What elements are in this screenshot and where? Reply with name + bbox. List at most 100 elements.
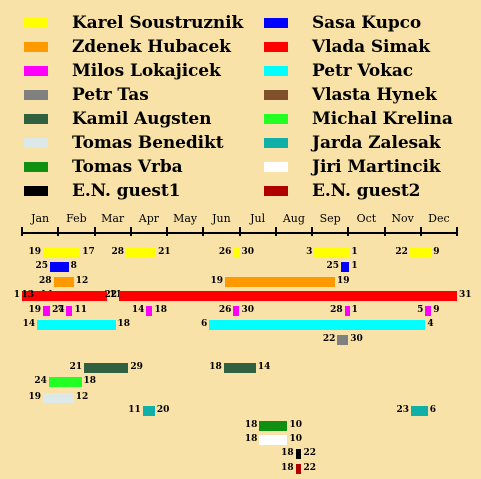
end-day-label: 10 bbox=[289, 420, 302, 430]
legend-swatch bbox=[264, 42, 288, 52]
end-day-label: 6 bbox=[429, 405, 437, 415]
month-tick bbox=[274, 227, 277, 236]
month-label: Apr bbox=[138, 212, 159, 225]
absence-bar bbox=[225, 277, 335, 287]
start-day-label: 3 bbox=[306, 247, 313, 257]
month-label: Sep bbox=[319, 212, 341, 225]
end-day-label: 17 bbox=[82, 247, 95, 257]
start-day-label: 18 bbox=[244, 420, 258, 430]
legend-name: Zdenek Hubacek bbox=[72, 37, 231, 57]
legend-name: Petr Vokac bbox=[312, 61, 413, 81]
month-tick bbox=[238, 227, 241, 236]
month-label: Jan bbox=[31, 212, 50, 225]
end-day-label: 11 bbox=[109, 290, 122, 300]
end-day-label: 4 bbox=[427, 319, 434, 329]
legend-item: Jiri Martincik bbox=[264, 156, 441, 178]
legend-name: Tomas Benedikt bbox=[72, 133, 224, 153]
absence-bar bbox=[425, 306, 432, 316]
legend-item: Sasa Kupco bbox=[264, 12, 421, 34]
absence-bar bbox=[209, 320, 426, 330]
end-day-label: 1 bbox=[351, 247, 358, 257]
start-day-label: 28 bbox=[111, 247, 125, 257]
legend-swatch bbox=[24, 90, 48, 100]
end-day-label: 1 bbox=[351, 305, 358, 315]
legend-name: Vlasta Hynek bbox=[312, 85, 437, 105]
absence-bar bbox=[48, 377, 82, 387]
start-day-label: 21 bbox=[69, 362, 83, 372]
month-label: Aug bbox=[282, 212, 305, 225]
legend-name: E.N. guest1 bbox=[72, 181, 181, 201]
end-day-label: 9 bbox=[433, 305, 440, 315]
legend-item: Michal Krelina bbox=[264, 108, 453, 130]
legend-swatch bbox=[264, 114, 288, 124]
start-day-label: 28 bbox=[39, 276, 52, 286]
start-day-label: 23 bbox=[396, 405, 410, 415]
start-day-label: 25 bbox=[326, 261, 339, 271]
month-tick bbox=[21, 227, 23, 236]
absence-bar bbox=[126, 248, 157, 258]
absence-bar bbox=[66, 306, 73, 316]
end-day-label: 30 bbox=[350, 334, 363, 344]
absence-bar bbox=[411, 406, 428, 416]
absence-bar bbox=[314, 248, 350, 258]
end-day-label: 14 bbox=[257, 362, 271, 372]
start-day-label: 19 bbox=[210, 276, 223, 286]
start-day-label: 26 bbox=[218, 305, 232, 315]
month-tick bbox=[419, 227, 422, 236]
end-day-label: 18 bbox=[154, 305, 168, 315]
absence-bar bbox=[43, 306, 51, 316]
absence-bar bbox=[259, 435, 288, 445]
start-day-label: 14 bbox=[22, 319, 36, 329]
legend-item: Vlada Simak bbox=[264, 36, 430, 58]
legend-item: Kamil Augsten bbox=[24, 108, 211, 130]
end-day-label: 19 bbox=[336, 276, 350, 286]
end-day-label: 11 bbox=[74, 305, 88, 315]
start-day-label: 11 bbox=[128, 405, 141, 415]
legend-swatch bbox=[24, 66, 48, 76]
absence-bar bbox=[337, 335, 349, 345]
legend-name: Milos Lokajicek bbox=[72, 61, 221, 81]
start-day-label: 19 bbox=[28, 305, 42, 315]
end-day-label: 22 bbox=[303, 448, 316, 458]
start-day-label: 22 bbox=[322, 334, 336, 344]
legend-swatch bbox=[264, 66, 288, 76]
absence-bar bbox=[146, 306, 153, 316]
month-label: Jul bbox=[250, 212, 266, 225]
legend: Karel Soustruznik Sasa Kupco Zdenek Hubace… bbox=[0, 0, 481, 210]
month-label: Jun bbox=[212, 212, 231, 225]
end-day-label: 24 bbox=[52, 305, 65, 315]
absence-bar bbox=[43, 248, 81, 258]
absence-bar bbox=[36, 291, 108, 301]
month-tick bbox=[202, 227, 205, 236]
legend-name: Karel Soustruznik bbox=[72, 13, 244, 33]
legend-item: Petr Tas bbox=[24, 84, 149, 106]
end-day-label: 18 bbox=[83, 376, 97, 386]
month-label: May bbox=[173, 212, 198, 225]
absence-bar bbox=[53, 277, 74, 287]
legend-name: Kamil Augsten bbox=[72, 109, 212, 129]
start-day-label: 22 bbox=[395, 247, 408, 257]
legend-name: Tomas Vrba bbox=[72, 157, 183, 177]
month-tick bbox=[456, 227, 458, 236]
legend-item: Milos Lokajicek bbox=[24, 60, 221, 82]
legend-item: Jarda Zalesak bbox=[264, 132, 441, 154]
absence-bar bbox=[259, 421, 288, 431]
legend-name: Petr Tas bbox=[72, 85, 149, 105]
end-day-label: 12 bbox=[75, 392, 89, 402]
end-day-label: 21 bbox=[158, 247, 171, 257]
month-header: Jan Feb Mar Apr May Jun Jul Aug Sep Oct Nov Dec bbox=[0, 208, 481, 238]
end-day-label: 1 bbox=[351, 261, 358, 271]
month-label: Oct bbox=[356, 212, 377, 225]
end-day-label: 31 bbox=[459, 290, 472, 300]
legend-item: Karel Soustruznik bbox=[24, 12, 243, 34]
month-tick bbox=[93, 227, 96, 236]
start-day-label: 28 bbox=[330, 305, 343, 315]
month-tick bbox=[347, 227, 350, 236]
legend-swatch bbox=[264, 138, 288, 148]
legend-swatch bbox=[24, 186, 48, 196]
absence-bar bbox=[119, 291, 457, 301]
legend-swatch bbox=[24, 114, 48, 124]
end-day-label: 30 bbox=[241, 305, 255, 315]
legend-swatch bbox=[264, 162, 288, 172]
